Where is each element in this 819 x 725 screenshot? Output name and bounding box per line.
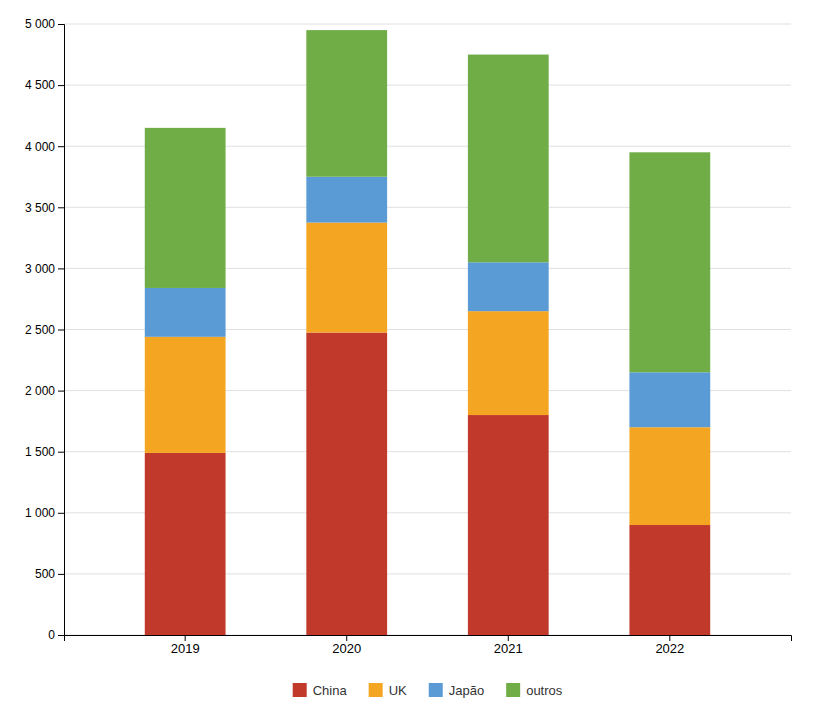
grid-line [64,24,791,25]
bar [306,333,387,635]
y-tick-label: 1 500 [25,445,55,459]
x-tick-label: 2019 [171,641,200,656]
legend-item: Japão [429,683,484,698]
bar [629,525,710,635]
bar [306,30,387,177]
plot: 2019 2020 2021 2022 0 500 1 000 1 500 2 000 2 500… [25,17,792,656]
y-tick: 2 000 [25,384,64,398]
x-axis: 2019 2020 2021 2022 [65,635,792,656]
tick-mark [58,85,64,86]
series [145,333,710,635]
x-tick-label: 2022 [655,641,684,656]
tick-mark [58,452,64,453]
y-tick: 2 500 [25,323,64,337]
grid-line [64,85,791,86]
x-tick: 2022 [655,635,684,656]
bar [145,288,226,337]
x-tick: 2020 [332,635,361,656]
bar [629,152,710,372]
y-tick: 500 [35,567,64,581]
legend-swatch [369,683,383,697]
bar [468,55,549,263]
tick-mark [58,207,64,208]
legend-swatch [506,683,520,697]
legend: China UK Japão outros [293,683,563,698]
legend-swatch [429,683,443,697]
legend-item: China [293,683,348,698]
y-tick-label: 500 [35,567,55,581]
bar [629,372,710,427]
tick-mark [58,268,64,269]
x-tick-label: 2020 [332,641,361,656]
bar [468,415,549,635]
bar [468,311,549,415]
series [145,30,710,372]
legend-item: outros [506,683,563,698]
tick-mark [669,635,670,641]
tick-mark [346,635,347,641]
axis-line [65,636,792,642]
tick-mark [58,391,64,392]
tick-mark [58,24,64,25]
y-tick: 4 500 [25,78,64,92]
legend-swatch [293,683,307,697]
y-tick-label: 4 500 [25,78,55,92]
y-tick-label: 3 000 [25,262,55,276]
bar [629,427,710,525]
bar [145,128,226,288]
y-tick-label: 4 000 [25,140,55,154]
axis-line [58,25,65,636]
series [145,223,710,525]
y-tick-label: 1 000 [25,506,55,520]
y-tick-label: 2 500 [25,323,55,337]
chart-container: 2019 2020 2021 2022 0 500 1 000 1 500 2 000 2 500… [0,0,819,725]
x-tick: 2021 [494,635,523,656]
bars [145,30,710,635]
tick-mark [185,635,186,641]
y-tick-label: 3 500 [25,201,55,215]
y-tick-label: 5 000 [25,17,55,31]
series [145,177,710,428]
y-tick: 4 000 [25,140,64,154]
y-tick: 3 000 [25,262,64,276]
bar [145,453,226,635]
grid [64,24,791,635]
legend-label: Japão [449,683,484,698]
tick-mark [58,146,64,147]
bar [468,262,549,311]
tick-mark [58,330,64,331]
y-tick: 3 500 [25,201,64,215]
tick-mark [58,574,64,575]
y-axis: 0 500 1 000 1 500 2 000 2 500 3 000 3 500 4 000 4… [25,17,65,642]
tick-mark [58,513,64,514]
x-tick-label: 2021 [494,641,523,656]
bar [306,177,387,223]
legend-label: China [313,683,348,698]
legend-item: UK [369,683,407,698]
legend-label: outros [526,683,563,698]
tick-mark [508,635,509,641]
y-tick-label: 2 000 [25,384,55,398]
x-tick: 2019 [171,635,200,656]
tick-mark [58,635,64,636]
y-tick: 5 000 [25,17,64,31]
bar [306,223,387,333]
bar [145,337,226,453]
legend-label: UK [389,683,407,698]
y-tick: 0 [48,628,64,642]
y-tick: 1 000 [25,506,64,520]
y-tick-label: 0 [48,628,55,642]
chart: 2019 2020 2021 2022 0 500 1 000 1 500 2 000 2 500… [0,0,819,725]
y-tick: 1 500 [25,445,64,459]
